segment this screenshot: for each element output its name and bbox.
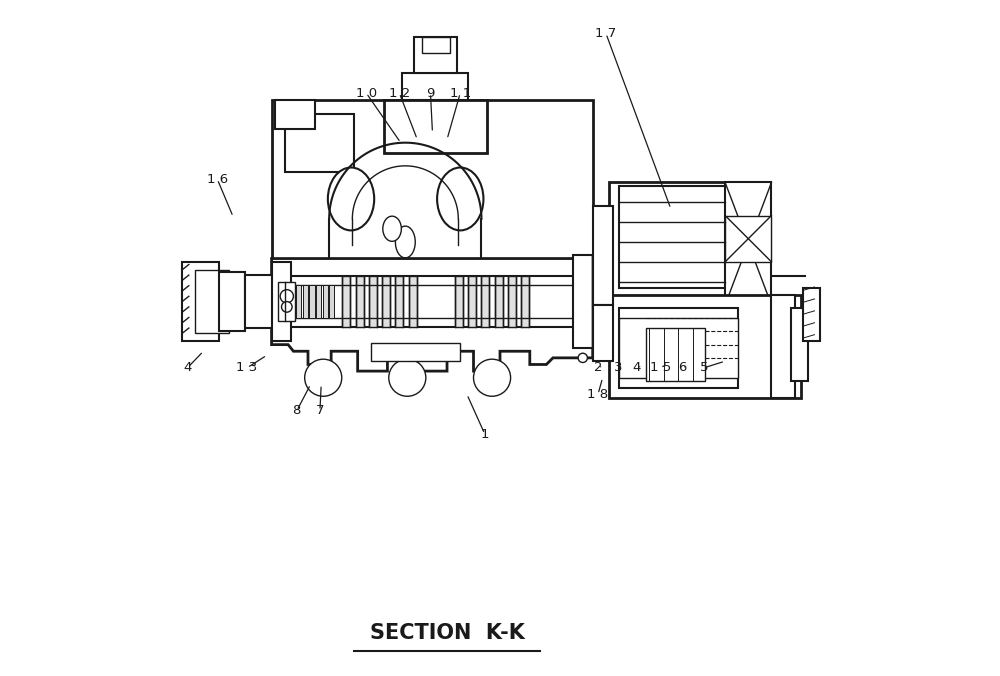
Bar [402,73,468,99]
Text: 1 0: 1 0 [356,87,377,99]
Bar [195,270,229,333]
Circle shape [474,359,511,396]
Ellipse shape [383,216,401,241]
Bar [409,276,417,327]
Bar [303,285,308,318]
Bar [371,343,460,361]
Text: 1: 1 [481,427,489,441]
Text: 2: 2 [594,361,602,375]
Text: 9: 9 [426,87,435,99]
Text: 1 5: 1 5 [650,361,671,375]
Text: 7: 7 [316,404,324,417]
Ellipse shape [395,226,415,258]
Text: 1 2: 1 2 [389,87,410,99]
Bar [791,308,808,381]
Bar [619,308,738,387]
Bar [593,206,613,305]
Bar [219,272,245,331]
Bar [356,276,364,327]
Text: 8: 8 [293,404,301,417]
Text: 6: 6 [678,361,686,375]
Bar [382,276,390,327]
Text: 1 1: 1 1 [450,87,471,99]
Bar [725,183,771,305]
Bar [508,276,516,327]
Bar [296,285,301,318]
Bar [609,295,801,397]
Bar [275,99,315,129]
Text: SECTION  K-K: SECTION K-K [370,623,524,643]
Bar [278,282,295,322]
Bar [316,285,321,318]
Bar [521,276,529,327]
Bar [455,276,463,327]
Bar [609,183,738,305]
Ellipse shape [437,168,483,231]
Circle shape [578,354,587,362]
Text: 1 3: 1 3 [236,361,258,375]
Bar [285,114,354,172]
Bar [414,37,457,73]
Bar [323,285,328,318]
Bar [619,186,728,289]
Bar [329,285,334,318]
Bar [395,276,403,327]
Text: 1 7: 1 7 [595,27,617,40]
Bar [573,256,609,348]
Text: 5: 5 [700,361,708,375]
Bar [481,276,489,327]
Circle shape [389,359,426,396]
Bar [245,275,275,328]
Text: 4: 4 [183,361,192,375]
Bar [771,295,795,397]
Polygon shape [593,256,609,348]
Ellipse shape [328,168,374,231]
Circle shape [305,359,342,396]
Text: 1 6: 1 6 [207,172,228,186]
Polygon shape [272,258,593,371]
Bar [495,276,503,327]
Bar [384,99,487,153]
Bar [309,285,315,318]
Bar [725,216,771,262]
Bar [369,276,377,327]
Text: 3: 3 [614,361,622,375]
Circle shape [280,289,293,303]
Bar [342,276,350,327]
Bar [803,289,820,341]
Text: 1 8: 1 8 [587,388,609,401]
Bar [182,262,219,341]
Bar [272,99,593,258]
Circle shape [282,301,292,312]
Bar [646,328,705,381]
Bar [272,262,291,341]
Text: 4: 4 [633,361,641,375]
Bar [619,318,738,378]
Bar [593,305,613,361]
Bar [468,276,476,327]
Bar [422,37,450,53]
